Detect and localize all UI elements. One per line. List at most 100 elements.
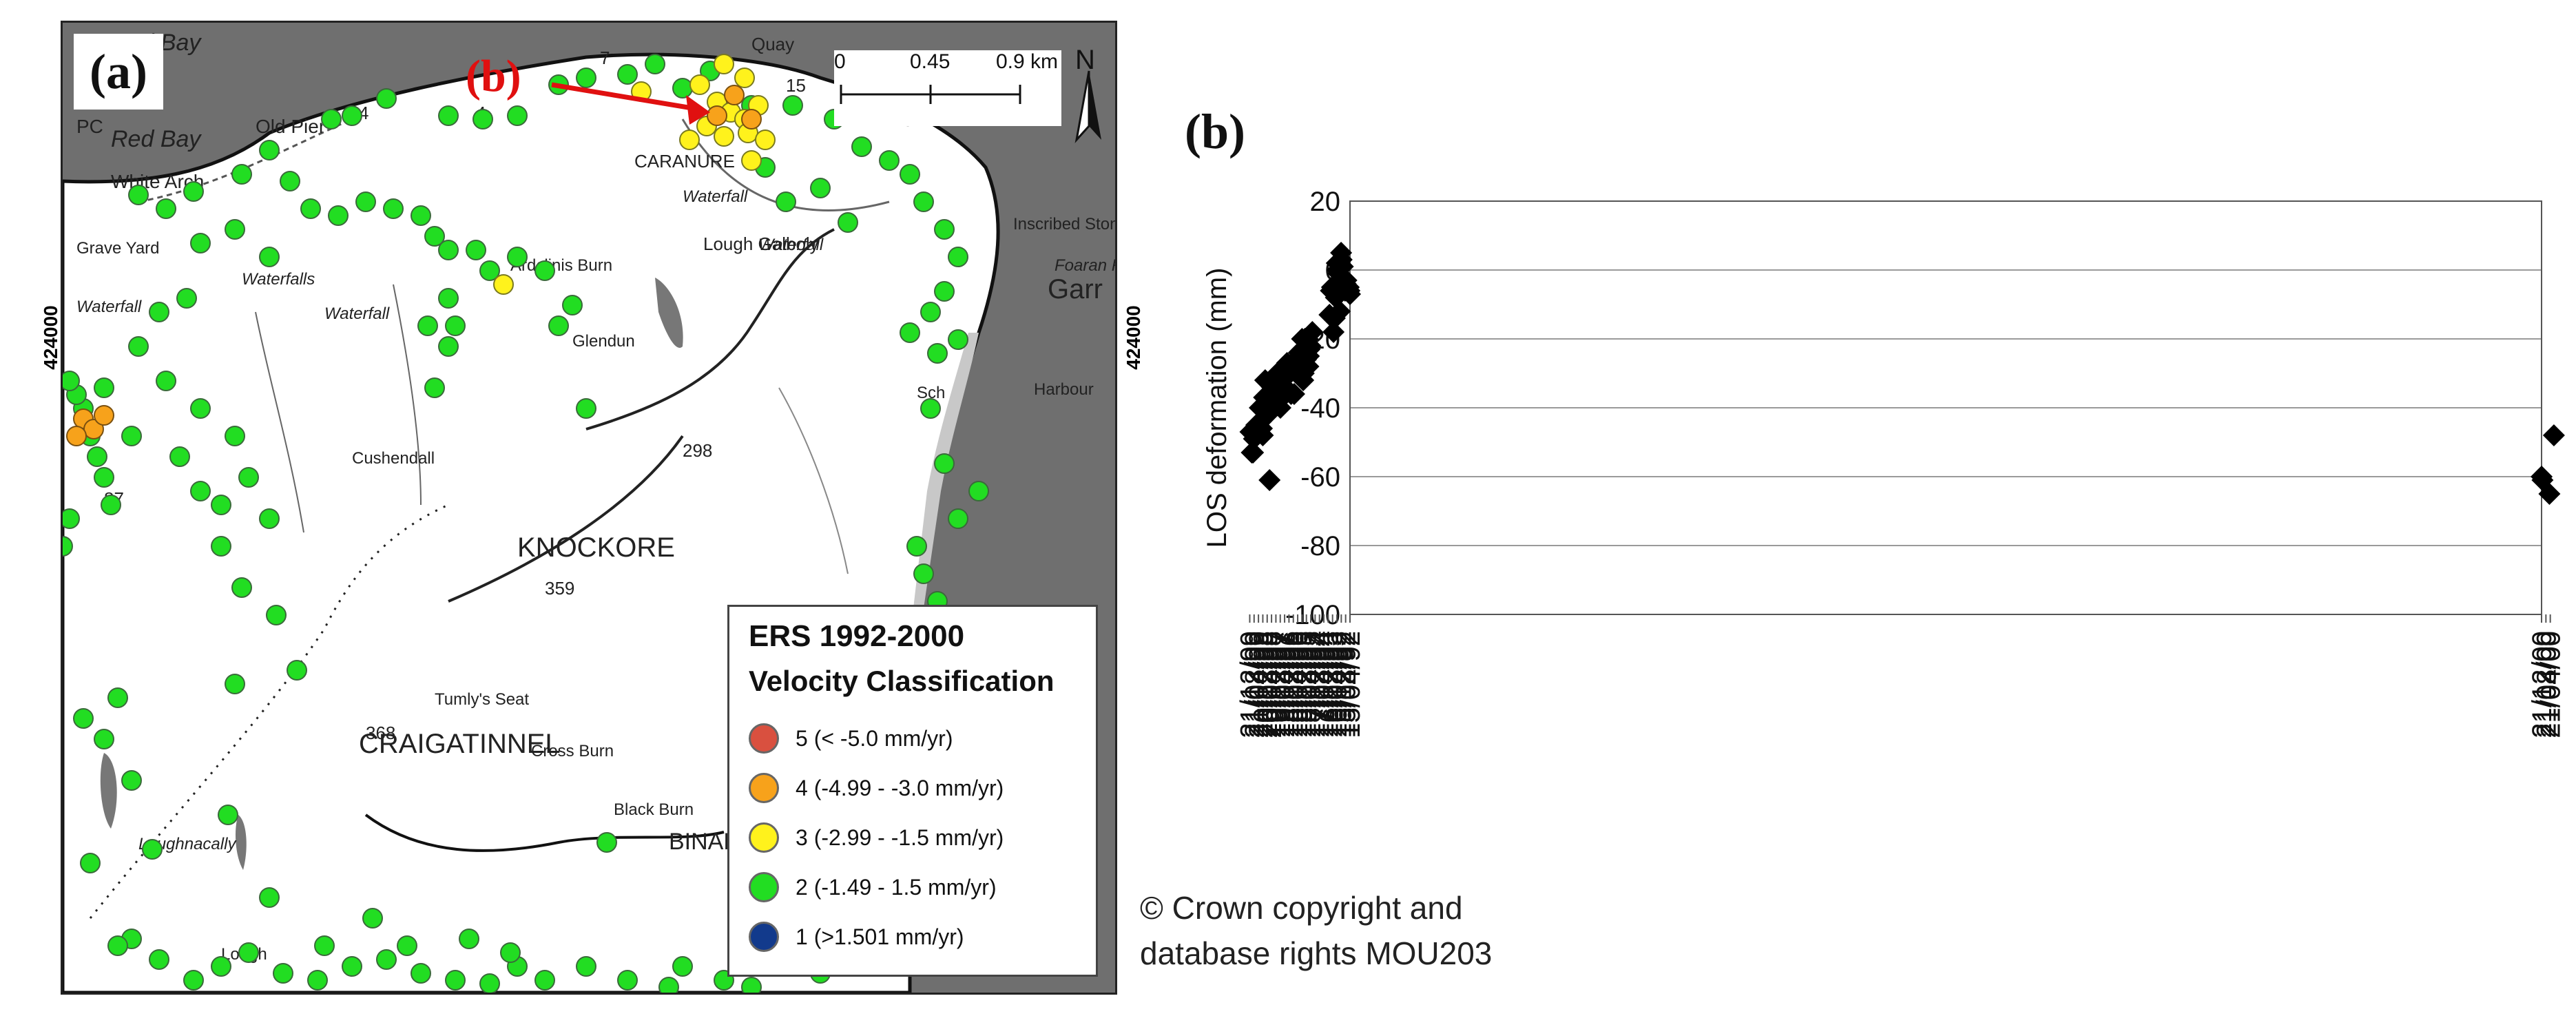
copyright-line-2: database rights MOU203 [1140, 935, 1493, 971]
scale-tick-1: 0.45 [910, 50, 951, 73]
plot-frame [1349, 200, 2542, 615]
x-tick-label: 20/04/98 [1257, 631, 1287, 738]
x-tick-label: 18/04/96 [1283, 631, 1313, 738]
data-point [1249, 397, 1271, 419]
ps-point-class-2 [287, 660, 307, 681]
ps-point-class-2 [810, 178, 831, 198]
ps-point-class-2 [576, 956, 596, 977]
map-place-label: CARANURE [634, 151, 735, 172]
ps-point-class-2 [562, 295, 583, 315]
ps-point-class-2 [94, 467, 114, 488]
ps-point-class-2 [342, 956, 362, 977]
map-place-label: 7 [600, 48, 610, 68]
los-deformation-chart: 200-20-40-60-80-10015/04/9215/08/9215/12… [1202, 187, 2566, 738]
map-place-label: Quay [751, 34, 794, 54]
ps-point-class-2 [128, 185, 149, 205]
x-tick-label: 21/12/99 [1235, 631, 1265, 738]
ps-point-class-2 [314, 935, 335, 956]
panel-a-label: (a) [74, 34, 163, 110]
ps-point-class-2 [259, 247, 280, 267]
legend: ERS 1992-2000 Velocity Classification 5 … [727, 605, 1098, 977]
coord-label-right: 424000 [1123, 305, 1144, 370]
scale-tick-0: 0 [834, 50, 846, 73]
x-tick-label: 15/04/92 [1336, 631, 1366, 738]
ps-point-class-2 [617, 970, 638, 991]
legend-swatch-2 [749, 872, 779, 902]
data-point [1240, 442, 1263, 464]
ps-point-class-2 [149, 949, 169, 970]
ps-point-class-2 [73, 708, 94, 729]
ps-point-class-2 [328, 205, 349, 226]
ps-point-class-4 [66, 426, 87, 446]
ps-point-class-2 [782, 95, 803, 116]
ps-point-class-2 [156, 371, 176, 391]
x-tick-label: 21/08/99 [1240, 631, 1270, 738]
data-point [1318, 304, 1341, 326]
ps-point-class-2 [672, 956, 693, 977]
ps-point-class-2 [445, 970, 466, 991]
data-point [1325, 252, 1348, 274]
ps-point-class-3 [714, 54, 734, 74]
copyright-notice: © Crown copyright and database rights MO… [1140, 885, 1492, 976]
ps-point-class-2 [376, 949, 397, 970]
legend-label-4: 4 (-4.99 - -3.0 mm/yr) [796, 775, 1004, 800]
ps-point-class-2 [169, 446, 190, 467]
ps-point-class-2 [87, 446, 107, 467]
ps-point-class-2 [63, 371, 80, 391]
map-place-label: 298 [683, 440, 712, 461]
legend-label-2: 2 (-1.49 - 1.5 mm/yr) [796, 874, 997, 900]
data-point [1320, 280, 1342, 302]
ps-point-class-2 [548, 315, 569, 336]
legend-swatch-5 [749, 723, 779, 754]
ps-point-class-3 [714, 126, 734, 147]
ps-point-class-2 [934, 219, 955, 240]
ps-point-class-2 [176, 288, 197, 309]
y-tick-label: -40 [1300, 393, 1340, 424]
ps-point-class-2 [383, 198, 404, 219]
coord-label-left: 424000 [40, 305, 61, 370]
data-point [1322, 321, 1345, 343]
ps-point-class-2 [913, 563, 934, 584]
ps-point-class-2 [900, 322, 920, 343]
ps-point-class-2 [838, 212, 858, 233]
ps-point-class-2 [156, 198, 176, 219]
ps-point-class-2 [218, 805, 238, 825]
data-point [1254, 369, 1276, 391]
x-tick-label: 17/04/94 [1309, 631, 1340, 738]
map-place-label: Lough Galboly [703, 234, 819, 254]
lough-small [100, 753, 117, 829]
ps-point-class-2 [534, 970, 555, 991]
ps-point-class-2 [948, 508, 968, 529]
ps-point-class-2 [94, 729, 114, 749]
ps-point-class-2 [225, 426, 245, 446]
ps-point-class-2 [776, 191, 796, 212]
lough-small-2 [235, 815, 247, 870]
y-tick-label: -60 [1300, 462, 1340, 493]
coastal-strip [913, 333, 979, 608]
x-tick-label: 18/04/95 [1296, 631, 1327, 738]
ps-point-class-2 [424, 377, 445, 398]
map-place-label: CRAIGATINNEL [359, 729, 561, 759]
ps-point-class-2 [920, 398, 941, 419]
ps-point-class-2 [596, 832, 617, 853]
y-tick-label: -100 [1285, 600, 1340, 630]
ps-point-class-2 [879, 150, 900, 171]
legend-swatch-1 [749, 922, 779, 952]
ps-point-class-2 [307, 970, 328, 991]
ps-point-class-2 [238, 942, 259, 963]
ps-point-class-2 [466, 240, 486, 260]
x-tick-label: 21/04/00 [2536, 631, 2566, 738]
x-tick-label: 20/12/98 [1248, 631, 1278, 738]
ps-point-class-2 [438, 240, 459, 260]
ps-point-class-2 [259, 140, 280, 160]
arrow-label-b: (b) [466, 51, 521, 101]
map-place-label: Tumly's Seat [435, 690, 529, 709]
legend-label-3: 3 (-2.99 - -1.5 mm/yr) [796, 825, 1004, 850]
legend-label-1: 1 (>1.501 mm/yr) [796, 924, 964, 949]
x-tick-label: 17/12/94 [1300, 631, 1331, 738]
map-place-label: Cross Burn [531, 742, 614, 760]
map-place-label: Garr [1048, 274, 1103, 304]
map-place-label: PC [76, 116, 103, 137]
